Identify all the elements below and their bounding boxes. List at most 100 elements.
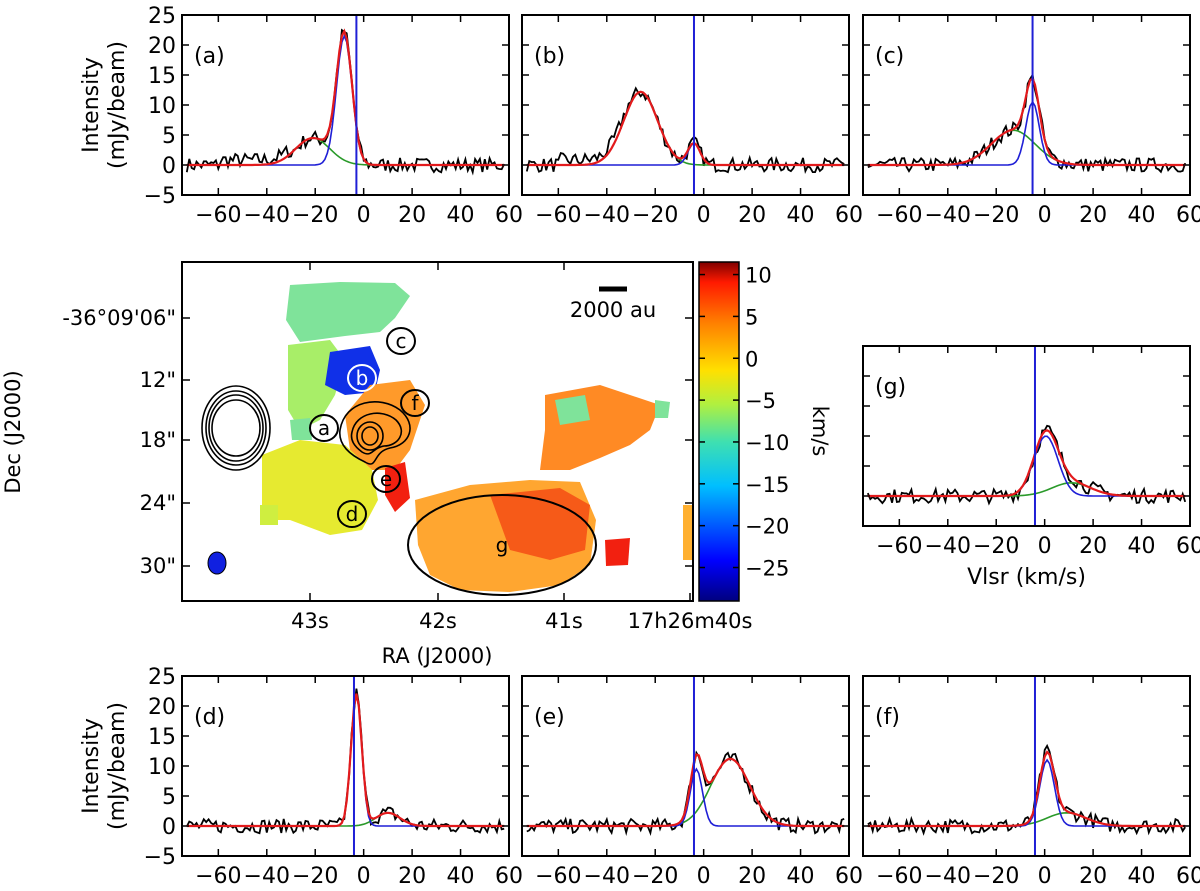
x-tick-label-2-3: 0 <box>1038 203 1052 228</box>
beam-ellipse <box>207 551 227 575</box>
map-patch-right-upper <box>540 385 660 470</box>
region-label-b: b <box>356 366 369 390</box>
colorbar-label: km/s <box>808 406 832 457</box>
region-markers <box>309 327 597 596</box>
map-patch-edge-red <box>605 538 630 566</box>
region-circle-b <box>347 364 377 392</box>
x-tick-label-2-4: 20 <box>1079 203 1107 228</box>
colorbar-tick-label-1: 5 <box>745 305 758 329</box>
x-tick-label-3-6: 60 <box>495 864 523 889</box>
panel-label-6: (g) <box>875 375 906 400</box>
ra-tick-3: 17h26m40s <box>628 609 753 633</box>
x-tick-label-2-0: −60 <box>876 203 922 228</box>
x-tick-label-3-3: 0 <box>357 864 371 889</box>
y-tick-label-3-4: 15 <box>148 725 176 750</box>
spectrum-observed-5 <box>867 743 1186 836</box>
spectrum-fit-2 <box>867 76 1186 167</box>
y-tick-label-3-3: 10 <box>148 755 176 780</box>
spectrum-observed-0 <box>185 28 506 176</box>
map-patch-g-red <box>490 488 590 560</box>
x-tick-label-5-0: −60 <box>876 864 922 889</box>
spectrum-panel-2: −60 −40 −20 0 20 40 60 (c) <box>862 14 1200 228</box>
dec-tick-4: 30" <box>140 554 176 578</box>
x-tick-label-6-0: −60 <box>876 534 922 559</box>
spectrum-observed-1 <box>525 86 845 174</box>
spectrum-panel-4: −60 −40 −20 0 20 40 60 (e) <box>521 675 863 889</box>
x-tick-label-5-1: −40 <box>925 864 971 889</box>
spectrum-component1-0 <box>186 33 505 166</box>
spectrum-component1-5 <box>867 758 1186 827</box>
map-xlabel: RA (J2000) <box>382 644 493 668</box>
x-tick-label-5-3: 0 <box>1038 864 1052 889</box>
region-label-a: a <box>318 416 330 440</box>
dec-tick-3: 24" <box>140 491 176 515</box>
ra-tick-2: 41s <box>545 609 583 633</box>
spectrum-component2-0 <box>186 137 505 166</box>
y-tick-label-3-1: 0 <box>162 815 176 840</box>
colorbar-tick-label-0: 10 <box>745 264 772 288</box>
spectrum-frame-4 <box>521 675 850 857</box>
y-tick-label-0-3: 10 <box>148 94 176 119</box>
map-patch-right-cyan <box>555 395 590 425</box>
dec-tick-1: 12" <box>140 368 176 392</box>
x-tick-label-4-2: −20 <box>632 864 678 889</box>
ra-tick-0: 43s <box>291 609 329 633</box>
region-circle-a <box>309 414 339 442</box>
region-ellipse-g <box>407 494 597 596</box>
x-tick-label-6-6: 60 <box>1176 534 1200 559</box>
panel-label-4: (e) <box>534 705 565 730</box>
x-tick-label-5-2: −20 <box>973 864 1019 889</box>
spectrum-panel-6: −60 −40 −20 0 20 40 60 (g) Vlsr (km/s) <box>862 345 1200 590</box>
panel-label-2: (c) <box>875 44 904 69</box>
velocity-field <box>260 282 693 592</box>
x-tick-label-0-2: −20 <box>292 203 338 228</box>
y-axis-label-line1-0: Intensity <box>79 57 104 153</box>
x-tick-label-1-0: −60 <box>535 203 581 228</box>
y-tick-label-0-2: 5 <box>162 124 176 149</box>
x-tick-label-4-1: −40 <box>584 864 630 889</box>
map-ra-labels: 43s 42s 41s 17h26m40s <box>291 609 752 633</box>
x-tick-label-1-1: −40 <box>584 203 630 228</box>
colorbar-tick-label-5: −15 <box>745 473 789 497</box>
map-patch-yellow-lower <box>262 440 378 535</box>
x-tick-label-1-3: 0 <box>697 203 711 228</box>
map-patch-cyan-left <box>290 418 312 440</box>
x-tick-label-1-2: −20 <box>632 203 678 228</box>
colorbar-tick-label-6: −20 <box>745 515 789 539</box>
region-label-e: e <box>380 467 392 491</box>
x-tick-label-3-4: 20 <box>398 864 426 889</box>
y-axis-label-line1-3: Intensity <box>79 718 104 814</box>
continuum-contours <box>201 385 411 471</box>
region-circle-c <box>386 327 416 355</box>
spectrum-fit-3 <box>186 693 505 828</box>
spectrum-panel-5: −60 −40 −20 0 20 40 60 (f) <box>862 675 1200 889</box>
y-tick-label-0-5: 20 <box>148 34 176 59</box>
region-label-c: c <box>396 329 407 353</box>
spectra-panels: −60 −40 −20 0 20 40 60−50510152025(a)Intensity… <box>79 4 1200 889</box>
x-tick-label-1-5: 40 <box>787 203 815 228</box>
colorbar-tick-label-7: −25 <box>745 557 789 581</box>
y-tick-label-3-6: 25 <box>148 665 176 690</box>
map-ra-ticks <box>309 262 691 601</box>
x-tick-label-0-1: −40 <box>244 203 290 228</box>
panel-label-1: (b) <box>534 44 565 69</box>
colorbar-tick-label-3: −5 <box>745 389 776 413</box>
contour-center-3 <box>356 421 384 451</box>
y-tick-label-3-5: 20 <box>148 695 176 720</box>
map-patch-small-cyan <box>260 505 278 525</box>
panel-label-0: (a) <box>194 44 225 69</box>
region-circle-f <box>400 389 430 417</box>
spectrum-component1-6 <box>867 435 1186 497</box>
x-tick-label-0-3: 0 <box>357 203 371 228</box>
y-tick-label-3-2: 5 <box>162 785 176 810</box>
spectrum-panel-1: −60 −40 −20 0 20 40 60 (b) <box>521 14 863 228</box>
y-tick-label-3-0: −5 <box>144 845 176 870</box>
x-tick-label-6-4: 20 <box>1079 534 1107 559</box>
contour-center-1 <box>339 401 411 465</box>
y-axis-label-line2-0: (mJy/beam) <box>105 41 130 169</box>
x-tick-label-5-5: 40 <box>1128 864 1156 889</box>
region-labels: a b c d e f g <box>318 329 508 557</box>
x-tick-label-2-1: −40 <box>925 203 971 228</box>
contour-center-2 <box>350 412 402 455</box>
x-tick-label-1-4: 20 <box>738 203 766 228</box>
